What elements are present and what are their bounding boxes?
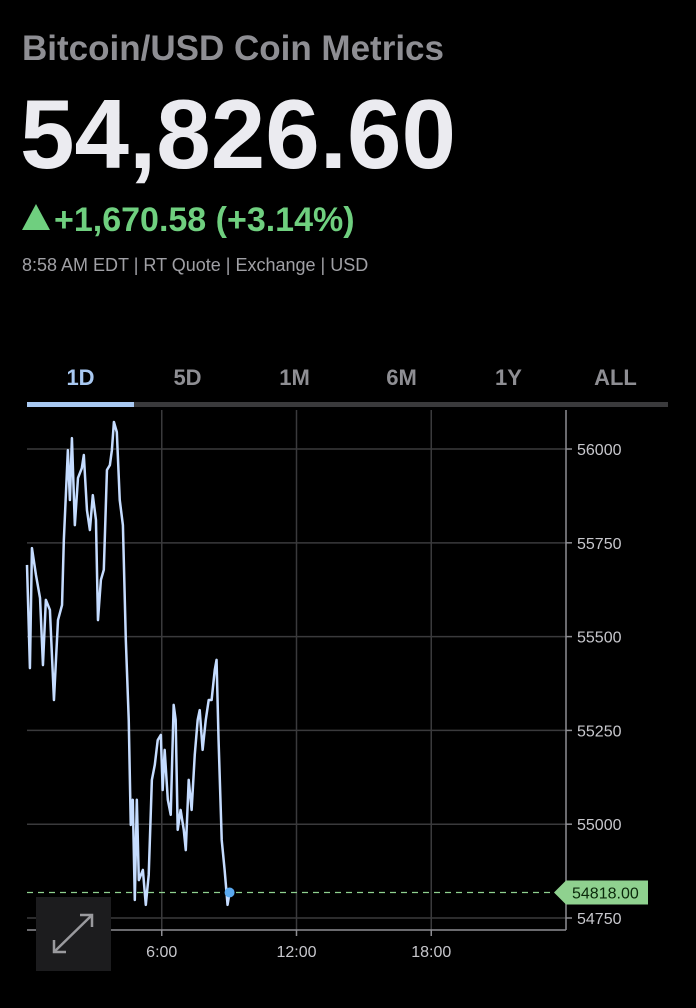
chart: 56000 55750 55500 55250 55000 54750 6:00 12:00 1…: [25, 410, 648, 961]
tab[interactable]: 1M: [279, 365, 310, 390]
x-tick-label: 6:00: [146, 944, 177, 961]
tab[interactable]: 5D: [173, 365, 201, 390]
y-tick-label: 56000: [577, 442, 622, 459]
y-tick-label: 55750: [577, 536, 622, 553]
tab[interactable]: 1Y: [495, 365, 522, 390]
y-tick-label: 55000: [577, 817, 622, 834]
y-tick-label: 54750: [577, 911, 622, 928]
y-tick-label: 55250: [577, 723, 622, 740]
price-tag-label: 54818.00: [572, 885, 639, 902]
price-tag: [554, 880, 648, 905]
tab-track: [27, 402, 668, 407]
tab[interactable]: 6M: [386, 365, 417, 390]
quote-meta: 8:58 AM EDT | RT Quote | Exchange | USD: [22, 255, 368, 275]
last-point: [224, 887, 235, 898]
tab[interactable]: ALL: [594, 365, 637, 390]
expand-icon: [52, 913, 94, 954]
tab-indicator: [27, 402, 134, 407]
tab[interactable]: 1D: [66, 365, 94, 390]
y-tick-label: 55500: [577, 630, 622, 647]
price-line: [25, 420, 231, 907]
x-tick-label: 18:00: [411, 944, 451, 961]
x-tick-label: 12:00: [276, 944, 316, 961]
title: Bitcoin/USD Coin Metrics: [22, 29, 444, 68]
tab-bar: 1D 5D 1M 6M 1Y ALL: [27, 365, 668, 407]
change: +1,670.58 (+3.14%): [54, 201, 355, 239]
up-arrow: [22, 204, 50, 230]
price: 54,826.60: [20, 79, 456, 189]
